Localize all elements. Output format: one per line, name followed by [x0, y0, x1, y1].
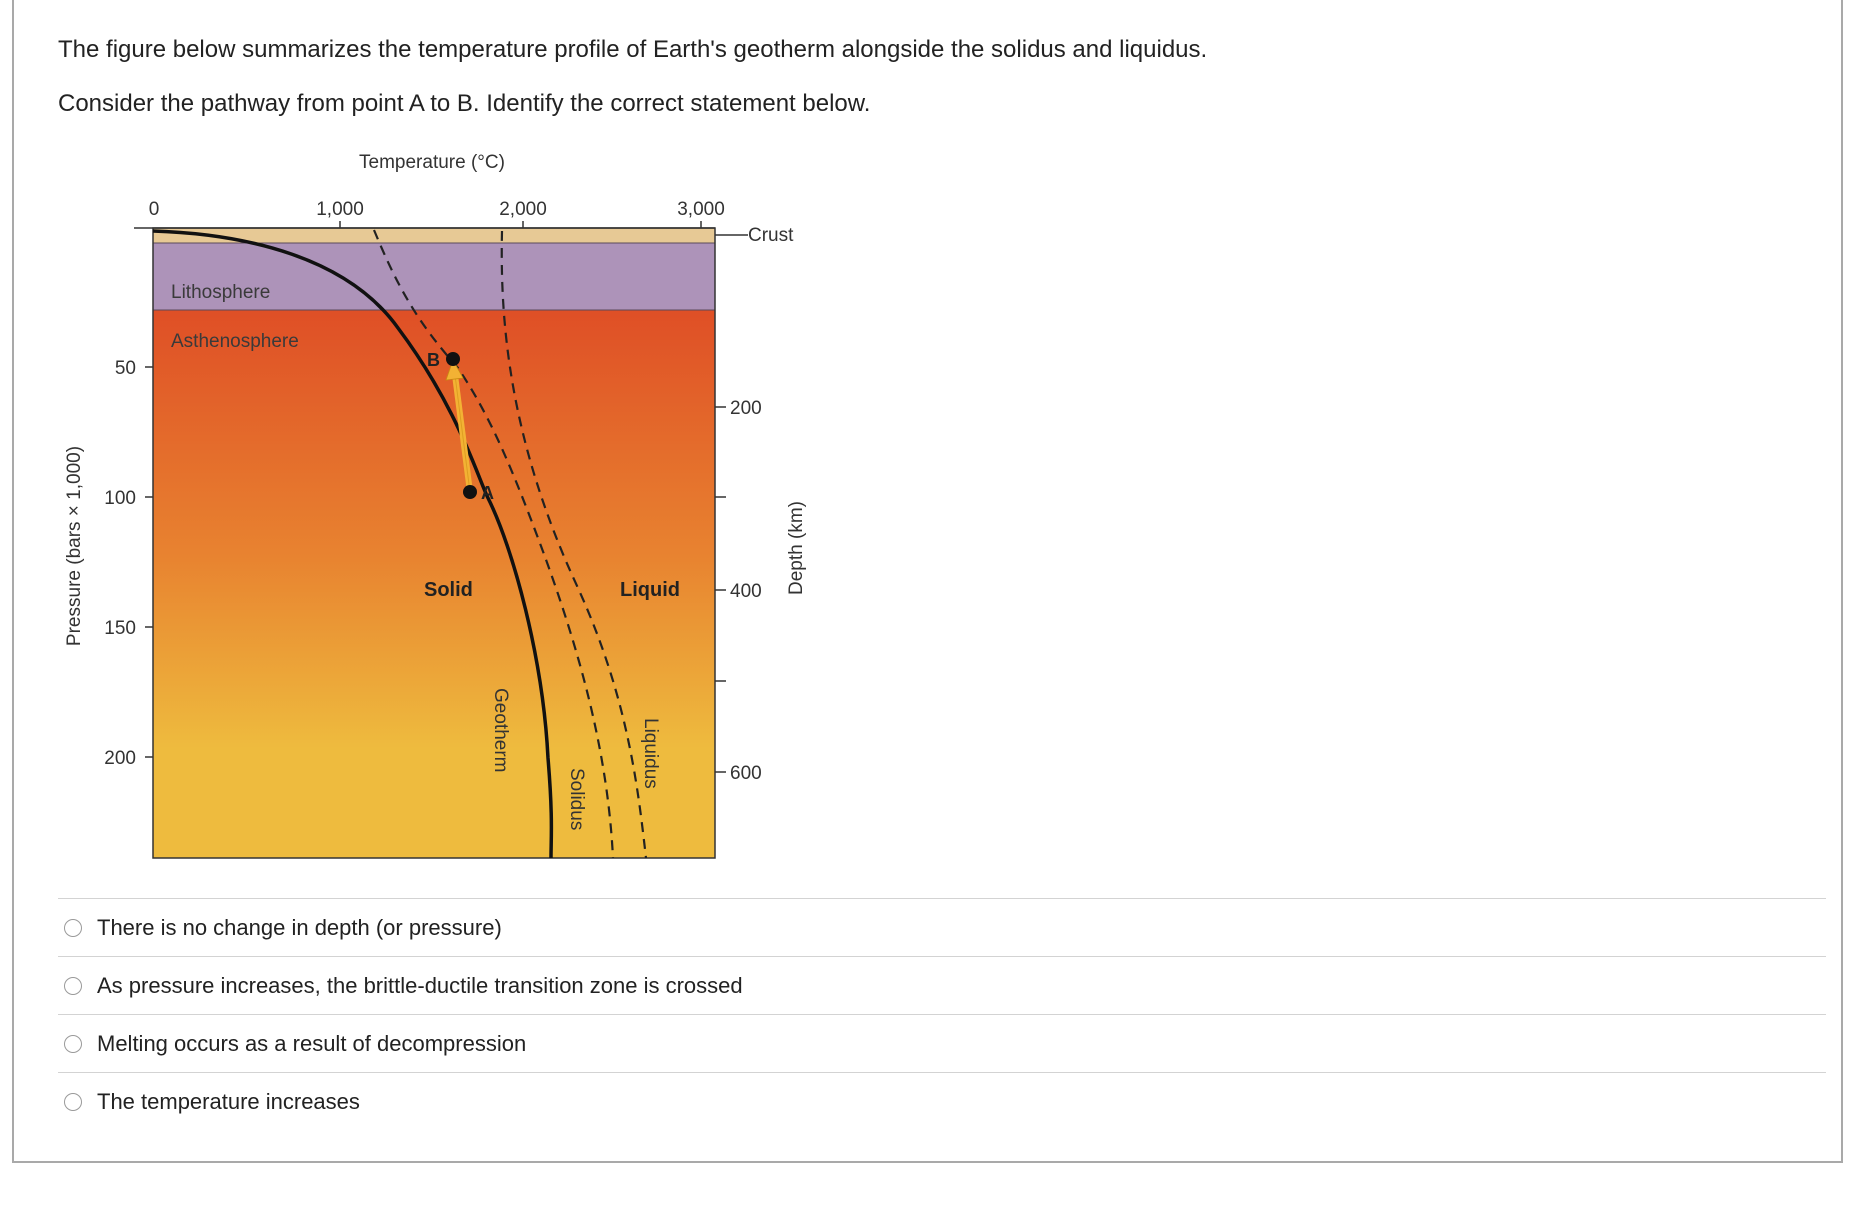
- answer-label: Melting occurs as a result of decompress…: [97, 1030, 527, 1056]
- divider: [58, 956, 1826, 957]
- solidus-label: Solidus: [566, 768, 587, 830]
- answer-option-2[interactable]: As pressure increases, the brittle-ducti…: [58, 957, 1826, 1014]
- geotherm-curve: [152, 229, 554, 859]
- right-tick-label: 400: [730, 581, 762, 602]
- crust-label: Crust: [748, 225, 794, 246]
- point-b-marker: [446, 352, 460, 366]
- point-b-label: B: [427, 350, 440, 370]
- liquid-label: Liquid: [620, 579, 680, 601]
- left-tick-label: 50: [115, 358, 136, 379]
- liquidus-label: Liquidus: [640, 718, 661, 789]
- right-tick-label: 600: [730, 763, 762, 784]
- geotherm-label: Geotherm: [490, 688, 511, 772]
- geotherm-figure: Temperature (°C) 0 1,000 2,000 3,000 50 …: [58, 138, 818, 883]
- question-prompt: Consider the pathway from point A to B. …: [58, 90, 871, 117]
- geotherm-diagram: Temperature (°C) 0 1,000 2,000 3,000 50 …: [64, 152, 807, 859]
- answer-options: There is no change in depth (or pressure…: [58, 898, 1826, 1130]
- top-tick-label: 1,000: [316, 199, 364, 220]
- divider: [58, 1014, 1826, 1015]
- answer-label: As pressure increases, the brittle-ducti…: [97, 972, 743, 998]
- left-axis-title: Pressure (bars × 1,000): [64, 446, 85, 646]
- divider: [58, 1072, 1826, 1073]
- answer-label: There is no change in depth (or pressure…: [97, 914, 502, 940]
- left-tick-label: 200: [104, 748, 136, 769]
- top-axis-title: Temperature (°C): [359, 152, 505, 173]
- radio-button[interactable]: [64, 1092, 82, 1111]
- top-tick-label: 0: [149, 199, 160, 220]
- right-tick-label: 200: [730, 398, 762, 419]
- lithosphere-layer: [153, 243, 715, 310]
- question-panel: The figure below summarizes the temperat…: [12, 0, 1843, 1163]
- radio-button[interactable]: [64, 918, 82, 937]
- lithosphere-label: Lithosphere: [171, 282, 270, 303]
- asthenosphere-label: Asthenosphere: [171, 331, 299, 352]
- top-tick-label: 2,000: [499, 199, 547, 220]
- left-tick-label: 150: [104, 618, 136, 639]
- answer-option-3[interactable]: Melting occurs as a result of decompress…: [58, 1015, 1826, 1072]
- point-a-label: A: [481, 483, 494, 503]
- answer-label: The temperature increases: [97, 1088, 360, 1114]
- asthenosphere-layer: [153, 310, 715, 858]
- liquidus-curve: [500, 230, 648, 859]
- top-tick-label: 3,000: [677, 199, 725, 220]
- answer-option-1[interactable]: There is no change in depth (or pressure…: [58, 899, 1826, 956]
- solid-label: Solid: [424, 579, 473, 601]
- right-axis-title: Depth (km): [786, 501, 807, 595]
- radio-button[interactable]: [64, 1034, 82, 1053]
- radio-button[interactable]: [64, 976, 82, 995]
- point-a-marker: [463, 485, 477, 499]
- left-tick-label: 100: [104, 488, 136, 509]
- question-text: The figure below summarizes the temperat…: [58, 36, 1208, 63]
- answer-option-4[interactable]: The temperature increases: [58, 1073, 1826, 1130]
- divider: [58, 898, 1826, 899]
- crust-layer: [153, 228, 715, 243]
